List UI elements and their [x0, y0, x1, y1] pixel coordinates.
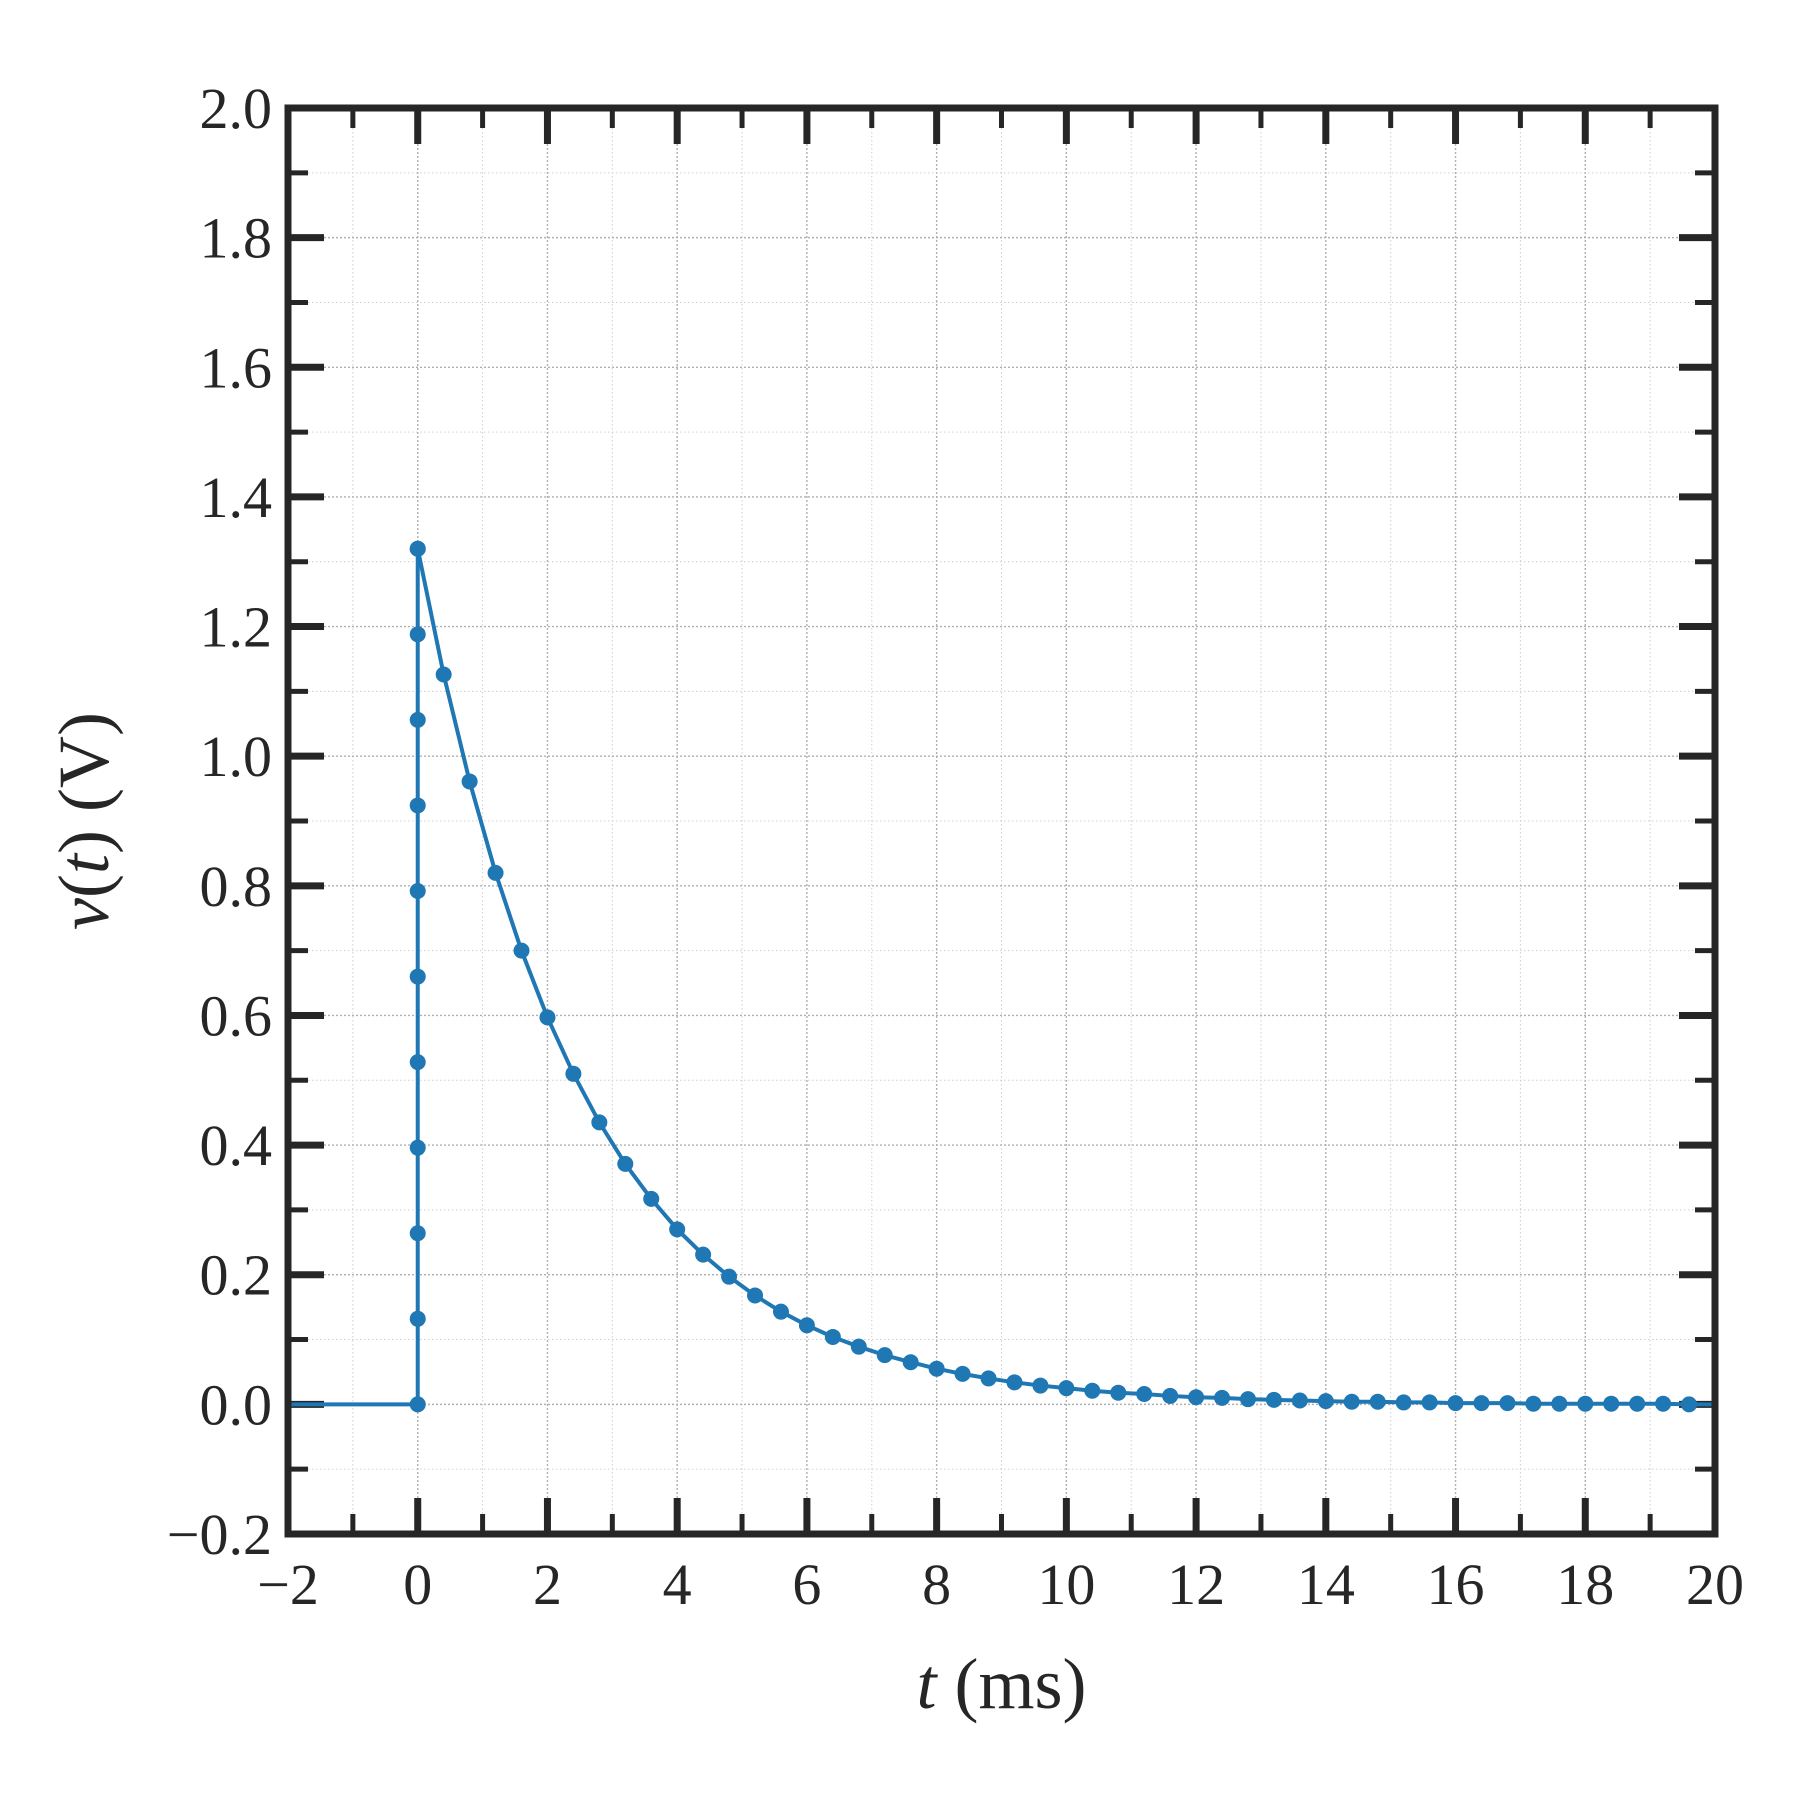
x-tick-label: 10 — [1037, 1552, 1095, 1617]
data-point — [1447, 1395, 1464, 1412]
x-axis-label-var: t — [917, 1644, 939, 1724]
data-point — [617, 1155, 634, 1172]
y-axis-label-paren-open: ( — [44, 874, 124, 898]
y-tick-label: 0.6 — [200, 983, 273, 1048]
data-point — [409, 797, 426, 814]
data-point — [721, 1268, 738, 1285]
x-tick-label: 16 — [1427, 1552, 1485, 1617]
data-point — [513, 942, 530, 959]
data-point — [1629, 1395, 1646, 1412]
data-point — [409, 540, 426, 557]
y-axis-label-unit: (V) — [44, 712, 124, 830]
y-tick-label: 1.8 — [200, 206, 273, 271]
data-point — [1603, 1395, 1620, 1412]
series — [288, 540, 1715, 1413]
data-point — [1551, 1395, 1568, 1412]
data-point — [695, 1246, 712, 1263]
data-point — [1655, 1395, 1672, 1412]
data-point — [1291, 1392, 1308, 1409]
data-point — [980, 1370, 997, 1387]
data-point — [772, 1303, 789, 1320]
y-axis-label-paren-close: ) — [44, 830, 124, 854]
data-point — [643, 1190, 660, 1207]
data-point — [409, 883, 426, 900]
data-point — [850, 1338, 867, 1355]
y-tick-label: 1.0 — [200, 724, 273, 789]
data-point — [1110, 1384, 1127, 1401]
x-tick-label: 8 — [922, 1552, 951, 1617]
x-axis-label-unit: (ms) — [937, 1644, 1087, 1724]
data-point — [591, 1114, 608, 1131]
data-point — [1421, 1394, 1438, 1411]
data-point — [824, 1328, 841, 1345]
data-point — [954, 1365, 971, 1382]
data-point — [1473, 1395, 1490, 1412]
y-tick-label: 1.4 — [200, 465, 273, 530]
data-point — [409, 711, 426, 728]
y-tick-label: 0.2 — [200, 1243, 273, 1308]
data-point — [1136, 1385, 1153, 1402]
x-tick-label: 18 — [1556, 1552, 1614, 1617]
y-tick-label: 0.8 — [200, 854, 273, 919]
data-point — [1265, 1391, 1282, 1408]
x-tick-label: 2 — [533, 1552, 562, 1617]
data-point — [1239, 1391, 1256, 1408]
data-point — [902, 1354, 919, 1371]
data-point — [1032, 1377, 1049, 1394]
y-axis-label-var: v — [44, 898, 124, 930]
plot-frame — [284, 104, 1719, 1538]
x-tick-label: 12 — [1167, 1552, 1225, 1617]
data-point — [435, 666, 452, 683]
data-point — [1006, 1374, 1023, 1391]
y-tick-label: 1.2 — [200, 595, 273, 660]
x-tick-label: −2 — [257, 1552, 319, 1617]
data-point — [928, 1360, 945, 1377]
data-point — [1317, 1393, 1334, 1410]
data-point — [539, 1009, 556, 1026]
data-point — [409, 1310, 426, 1327]
data-point — [409, 1054, 426, 1071]
data-point — [1084, 1382, 1101, 1399]
data-point — [487, 864, 504, 881]
x-tick-label: 6 — [792, 1552, 821, 1617]
data-point — [1395, 1394, 1412, 1411]
data-point — [1058, 1380, 1075, 1397]
data-point — [1525, 1395, 1542, 1412]
y-axis-label: v(t) (V) — [44, 712, 124, 930]
data-point — [1214, 1389, 1231, 1406]
data-point — [1499, 1395, 1516, 1412]
y-tick-label: 0.4 — [200, 1113, 273, 1178]
data-point — [1681, 1396, 1698, 1413]
data-point — [798, 1317, 815, 1334]
data-point — [1188, 1389, 1205, 1406]
x-tick-label: 14 — [1297, 1552, 1355, 1617]
x-tick-label: 0 — [403, 1552, 432, 1617]
y-tick-label: 0.0 — [200, 1372, 273, 1437]
y-axis-label-arg: t — [44, 852, 124, 874]
data-point — [409, 1139, 426, 1156]
x-tick-label: 20 — [1686, 1552, 1744, 1617]
tick-labels: −2 0 2 4 6 8 10 12 14 16 18 20 −0.2 0.0 0.2 0.4 0.6 0.8 1.… — [167, 76, 1744, 1617]
data-point — [1343, 1393, 1360, 1410]
y-tick-label: 1.6 — [200, 335, 273, 400]
data-point — [409, 626, 426, 643]
data-point — [1369, 1393, 1386, 1410]
data-point — [1162, 1387, 1179, 1404]
x-tick-label: 4 — [663, 1552, 692, 1617]
data-point — [747, 1287, 764, 1304]
data-point — [409, 968, 426, 985]
data-point — [409, 1396, 426, 1413]
data-point — [409, 1225, 426, 1242]
data-point — [565, 1065, 582, 1082]
data-point — [1577, 1395, 1594, 1412]
data-point — [876, 1347, 893, 1364]
y-tick-label: −0.2 — [167, 1502, 272, 1567]
x-axis-label: t (ms) — [917, 1644, 1087, 1724]
y-tick-label: 2.0 — [200, 76, 273, 141]
data-point — [669, 1221, 686, 1238]
data-point — [461, 773, 478, 790]
